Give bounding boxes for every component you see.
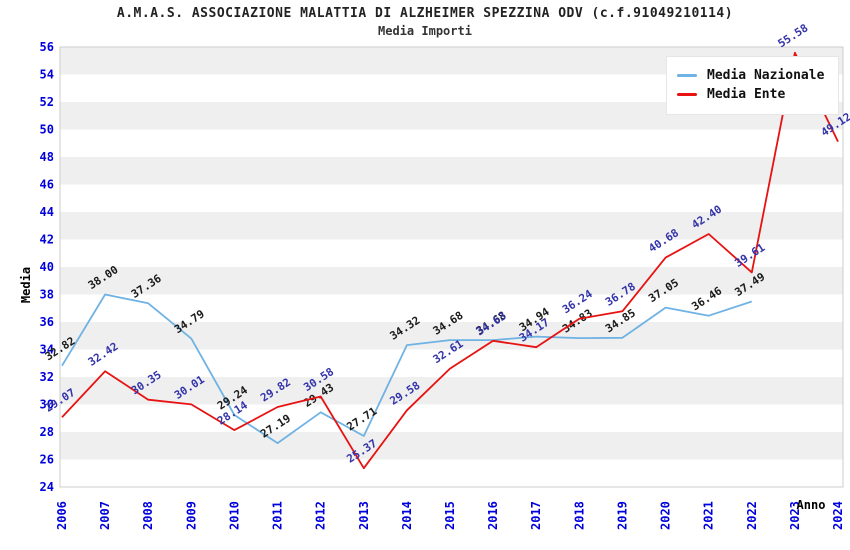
y-tick-label: 50 — [40, 123, 54, 137]
grid-band — [60, 322, 843, 350]
y-tick-label: 56 — [40, 40, 54, 54]
grid-band — [60, 129, 843, 157]
grid-band — [60, 404, 843, 432]
y-tick-label: 48 — [40, 150, 54, 164]
y-axis-title: Media — [19, 267, 33, 303]
x-tick-label: 2014 — [400, 501, 414, 530]
chart-subtitle: Media Importi — [378, 24, 472, 38]
x-tick-label: 2015 — [443, 501, 457, 530]
x-tick-label: 2012 — [314, 501, 328, 530]
y-tick-label: 54 — [40, 68, 54, 82]
x-tick-label: 2017 — [529, 501, 543, 530]
x-tick-label: 2024 — [831, 501, 845, 530]
grid-band — [60, 239, 843, 267]
x-tick-label: 2022 — [745, 501, 759, 530]
chart-legend: Media Nazionale Media Ente — [666, 56, 840, 115]
legend-label: Media Ente — [707, 87, 786, 102]
plot-border — [59, 46, 844, 488]
grid-band — [60, 212, 843, 240]
x-tick-label: 2019 — [615, 501, 629, 530]
x-tick-label: 2011 — [271, 501, 285, 530]
y-tick-label: 52 — [40, 95, 54, 109]
grid-band — [60, 459, 843, 487]
x-tick-label: 2023 — [788, 501, 802, 530]
x-tick-label: 2009 — [184, 501, 198, 530]
y-tick-label: 28 — [40, 425, 54, 439]
series-line-media-ente — [61, 51, 839, 470]
y-tick-label: 26 — [40, 453, 54, 467]
x-tick-label: 2006 — [55, 501, 69, 530]
grid-band — [60, 349, 843, 377]
series-line-media-nazionale — [61, 293, 753, 445]
y-tick-label: 24 — [40, 480, 54, 494]
grid-band — [60, 377, 843, 405]
legend-label: Media Nazionale — [707, 68, 825, 83]
x-tick-label: 2007 — [98, 501, 112, 530]
chart-title: A.M.A.S. ASSOCIAZIONE MALATTIA DI ALZHEI… — [116, 6, 734, 21]
y-tick-label: 42 — [40, 233, 54, 247]
x-tick-label: 2010 — [227, 501, 241, 530]
y-tick-label: 38 — [40, 288, 54, 302]
grid-band — [60, 432, 843, 460]
media-nazionale-line-swatch — [677, 74, 697, 77]
x-tick-label: 2020 — [659, 501, 673, 530]
grid-band — [60, 294, 843, 322]
x-tick-label: 2016 — [486, 501, 500, 530]
y-tick-label: 32 — [40, 370, 54, 384]
legend-item-media-nazionale: Media Nazionale — [677, 68, 824, 83]
grid-band — [60, 184, 843, 212]
y-tick-label: 34 — [40, 343, 54, 357]
y-tick-label: 36 — [40, 315, 54, 329]
grid-band — [60, 157, 843, 185]
legend-item-media-ente: Media Ente — [677, 87, 824, 102]
point-label: 55.58 — [776, 21, 811, 50]
x-tick-label: 2013 — [357, 501, 371, 530]
x-tick-label: 2021 — [702, 501, 716, 530]
grid-band — [60, 267, 843, 295]
y-tick-label: 46 — [40, 178, 54, 192]
x-axis-title: Anno — [797, 498, 826, 512]
x-tick-label: 2008 — [141, 501, 155, 530]
x-tick-label: 2018 — [572, 501, 586, 530]
media-ente-line-swatch — [677, 93, 697, 96]
y-tick-label: 44 — [40, 205, 54, 219]
y-tick-label: 40 — [40, 260, 54, 274]
y-tick-label: 30 — [40, 398, 54, 412]
